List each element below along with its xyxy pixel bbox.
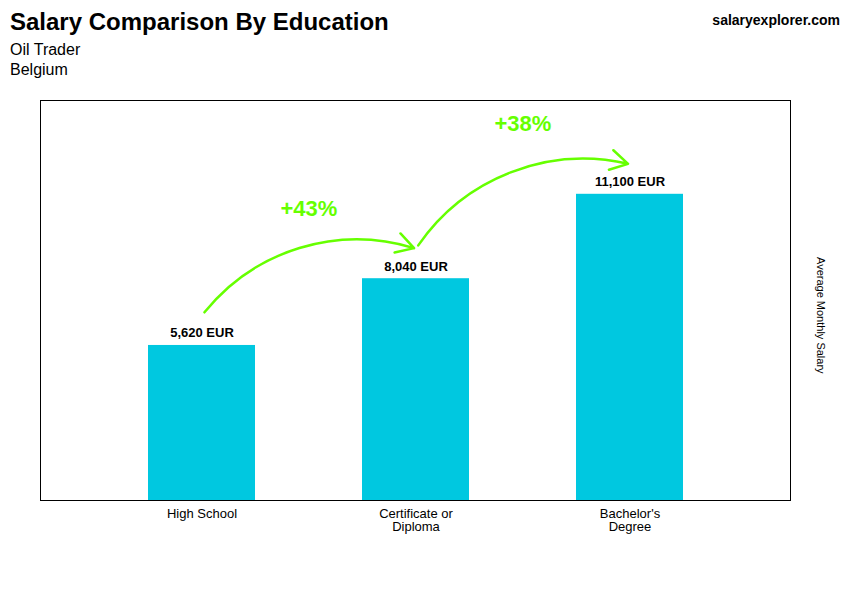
html-text:Average Monthly Salary: Average Monthly Salary <box>815 256 827 374</box>
svg-text:8,040 EUR: 8,040 EUR <box>384 259 448 274</box>
svg-text:5,620 EUR: 5,620 EUR <box>170 325 234 340</box>
svg-text:High School: High School <box>167 506 237 521</box>
html-text:Oil Trader: Oil Trader <box>10 41 81 58</box>
svg-text:11,100 EUR: 11,100 EUR <box>595 174 666 189</box>
svg-text:+43%: +43% <box>280 196 337 221</box>
html-text:salary explorer.com: salary explorer.com <box>712 12 840 28</box>
svg-text:Certificate orDiploma: Certificate orDiploma <box>379 506 453 534</box>
svg-text:Bachelor'sDegree: Bachelor'sDegree <box>600 506 661 534</box>
svg-text:+38%: +38% <box>494 111 551 136</box>
html-text:Salary Comparison By Education: Salary Comparison By Education <box>10 8 389 35</box>
html-text:Belgium: Belgium <box>10 61 68 78</box>
